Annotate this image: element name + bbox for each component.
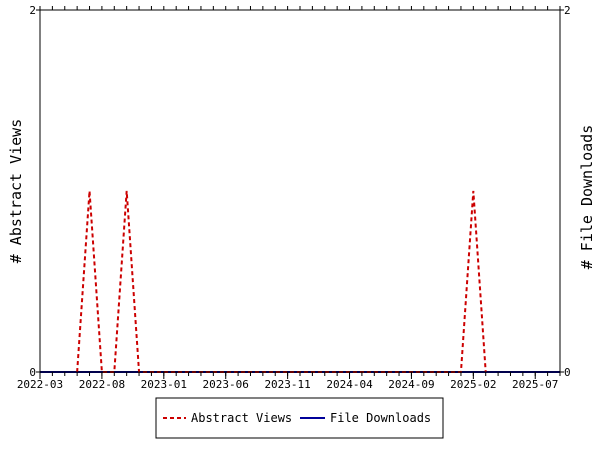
legend-file-downloads-label: File Downloads <box>330 411 431 425</box>
left-axis-title: # Abstract Views <box>7 119 25 264</box>
y-right-tick-label: 2 <box>564 4 571 17</box>
y-right-tick-label: 0 <box>564 366 571 379</box>
legend-box <box>155 397 444 439</box>
x-tick-label: 2022-08 <box>79 378 125 391</box>
x-tick-label: 2023-01 <box>141 378 187 391</box>
x-tick-label: 2022-03 <box>17 378 63 391</box>
x-tick-label: 2025-02 <box>450 378 496 391</box>
x-tick-label: 2024-04 <box>326 378 373 391</box>
y-left-tick-label: 2 <box>29 4 36 17</box>
legend-abstract-views-label: Abstract Views <box>191 411 292 425</box>
x-tick-label: 2024-09 <box>388 378 434 391</box>
ticks-layer: 2022-03 2022-08 2023-01 2023-06 2023-11 2024-… <box>17 4 571 391</box>
y-left-tick-label: 0 <box>29 366 36 379</box>
x-tick-label: 2023-11 <box>264 378 310 391</box>
legend: Abstract Views File Downloads <box>155 397 444 439</box>
x-tick-label: 2023-06 <box>203 378 249 391</box>
right-axis-title: # File Downloads <box>578 125 596 270</box>
x-tick-label: 2025-07 <box>512 378 558 391</box>
